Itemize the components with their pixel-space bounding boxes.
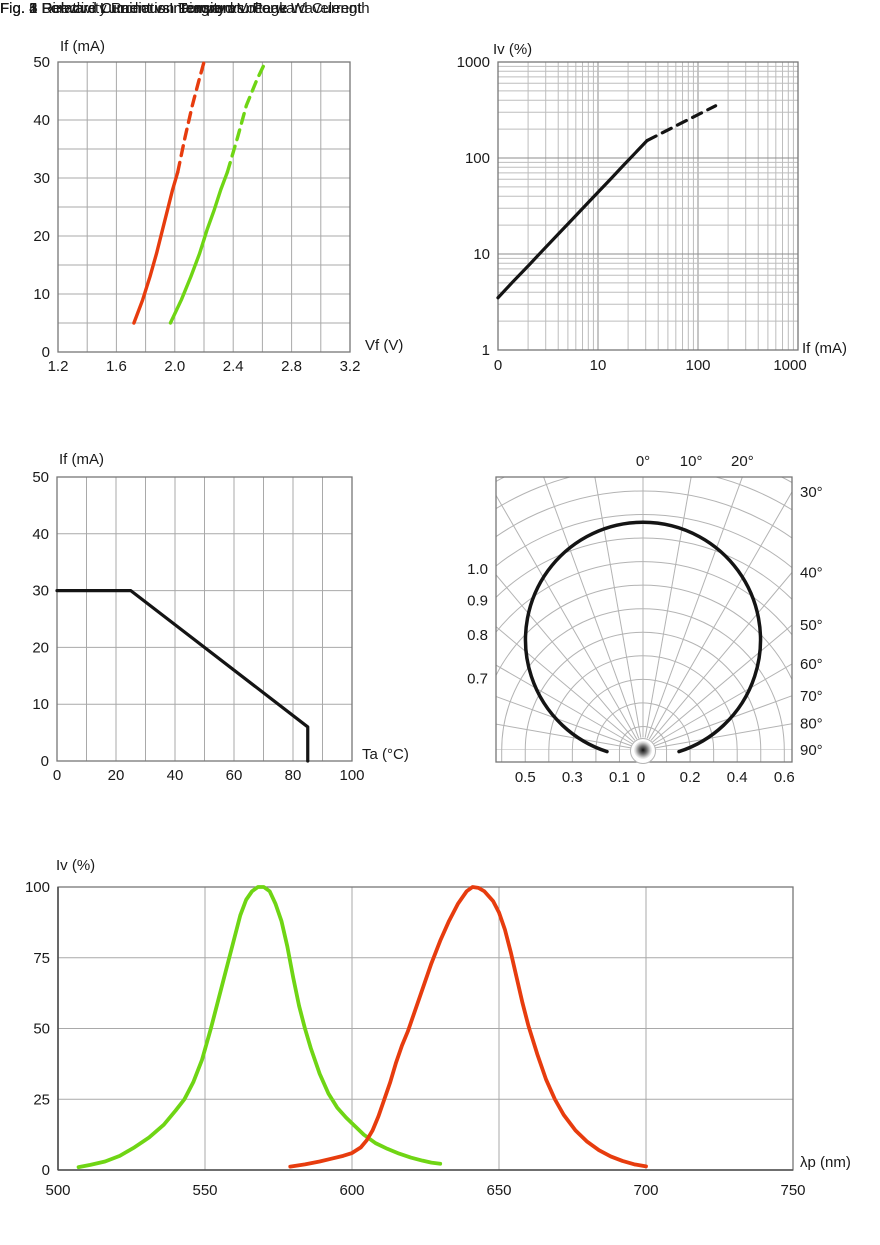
- svg-text:25: 25: [33, 1091, 50, 1108]
- svg-text:0.3: 0.3: [562, 769, 583, 786]
- svg-text:40: 40: [167, 767, 184, 784]
- svg-text:30: 30: [33, 170, 50, 187]
- svg-text:0.7: 0.7: [467, 670, 488, 687]
- green-led-spectrum: [76, 885, 443, 1170]
- iv-vs-if: [645, 104, 718, 143]
- svg-text:Ta (°C): Ta (°C): [362, 746, 409, 763]
- svg-text:0: 0: [41, 753, 49, 770]
- fig1-plot: 1.2 1.6 2.0 2.4 2.8 3.2 0 10 20 30 40 50 Vf (V) If (m…: [33, 38, 403, 375]
- svg-text:λp (nm): λp (nm): [800, 1154, 851, 1171]
- svg-text:75: 75: [33, 950, 50, 967]
- svg-text:600: 600: [339, 1182, 364, 1199]
- svg-text:700: 700: [633, 1182, 658, 1199]
- polar-grid: [496, 477, 792, 750]
- directivity-pattern: [523, 520, 763, 754]
- green-led-vf-if: [168, 170, 230, 325]
- red-led-vf-if: [176, 60, 206, 174]
- svg-text:0.4: 0.4: [727, 769, 748, 786]
- svg-text:80°: 80°: [800, 716, 823, 733]
- svg-text:90°: 90°: [800, 742, 823, 759]
- fig5-caption: Fig. 5 Relative Luminous Intensity vs. P…: [0, 0, 370, 17]
- svg-text:1.6: 1.6: [106, 358, 127, 375]
- svg-text:60: 60: [226, 767, 243, 784]
- svg-text:If (mA): If (mA): [60, 38, 105, 55]
- svg-text:650: 650: [486, 1182, 511, 1199]
- led-symbol: [634, 741, 652, 759]
- svg-text:20°: 20°: [731, 453, 754, 470]
- fig3-plot: 0 20 40 60 80 100 0 10 20 30 40 50 Ta (°C) If (mA): [32, 451, 409, 784]
- svg-text:10: 10: [473, 246, 490, 263]
- svg-text:0: 0: [494, 357, 502, 374]
- svg-text:1000: 1000: [457, 54, 490, 71]
- svg-text:0°: 0°: [636, 453, 650, 470]
- svg-text:0.8: 0.8: [467, 627, 488, 644]
- red-led-spectrum: [288, 885, 648, 1169]
- svg-text:0.6: 0.6: [774, 769, 795, 786]
- svg-text:50: 50: [33, 1021, 50, 1038]
- svg-text:60°: 60°: [800, 656, 823, 673]
- svg-text:30°: 30°: [800, 484, 823, 501]
- svg-text:50: 50: [33, 54, 50, 71]
- fig4-plot: 0° 10° 20° 30° 40° 50° 60° 70° 80° 90° 1.0 0.9 0.8 0.…: [467, 453, 823, 786]
- svg-text:If (mA): If (mA): [59, 451, 104, 468]
- svg-text:3.2: 3.2: [340, 358, 361, 375]
- svg-text:2.4: 2.4: [223, 358, 244, 375]
- svg-text:100: 100: [465, 150, 490, 167]
- svg-text:750: 750: [780, 1182, 805, 1199]
- svg-text:70°: 70°: [800, 688, 823, 705]
- svg-text:0: 0: [637, 769, 645, 786]
- svg-text:10°: 10°: [680, 453, 703, 470]
- svg-text:10: 10: [32, 696, 49, 713]
- svg-text:2.8: 2.8: [281, 358, 302, 375]
- svg-text:0.1: 0.1: [609, 769, 630, 786]
- fig5-plot: 500 550 600 650 700 750 0 25 50 75 100 λp (nm) Iv (%…: [25, 857, 851, 1199]
- svg-text:1.2: 1.2: [48, 358, 69, 375]
- svg-text:10: 10: [590, 357, 607, 374]
- svg-text:80: 80: [285, 767, 302, 784]
- svg-text:0.2: 0.2: [680, 769, 701, 786]
- svg-text:30: 30: [32, 583, 49, 600]
- svg-text:0: 0: [42, 1162, 50, 1179]
- svg-text:0.9: 0.9: [467, 592, 488, 609]
- svg-text:Vf (V): Vf (V): [365, 337, 403, 354]
- svg-text:20: 20: [32, 639, 49, 656]
- svg-text:40°: 40°: [800, 564, 823, 581]
- svg-text:40: 40: [32, 526, 49, 543]
- fig4-caption: Fig. 4 Directivity Radiation Diagram: [0, 0, 236, 17]
- svg-text:100: 100: [685, 357, 710, 374]
- fig1-caption: Fig. 1 Forward Current vs. Forward Volta…: [0, 0, 288, 17]
- iv-vs-if: [496, 138, 649, 300]
- svg-text:Iv (%): Iv (%): [493, 41, 532, 58]
- svg-text:50: 50: [32, 469, 49, 486]
- svg-text:500: 500: [45, 1182, 70, 1199]
- svg-text:100: 100: [339, 767, 364, 784]
- svg-text:550: 550: [192, 1182, 217, 1199]
- svg-text:0: 0: [53, 767, 61, 784]
- svg-text:20: 20: [108, 767, 125, 784]
- svg-text:2.0: 2.0: [164, 358, 185, 375]
- svg-text:50°: 50°: [800, 617, 823, 634]
- fig2-caption: Fig. 2 Relative Luminous Intensity vs. F…: [0, 0, 362, 17]
- derating-curve: [55, 589, 310, 763]
- svg-text:Iv (%): Iv (%): [56, 857, 95, 874]
- svg-text:0.5: 0.5: [515, 769, 536, 786]
- fig3-caption: Fig. 3 Forward Current vs. Temperature: [0, 0, 263, 17]
- svg-text:0: 0: [42, 344, 50, 361]
- svg-text:20: 20: [33, 228, 50, 245]
- svg-text:1: 1: [482, 342, 490, 359]
- svg-text:1000: 1000: [773, 357, 806, 374]
- svg-text:100: 100: [25, 879, 50, 896]
- green-led-vf-if: [225, 60, 268, 174]
- svg-text:40: 40: [33, 112, 50, 129]
- svg-text:10: 10: [33, 286, 50, 303]
- svg-text:1.0: 1.0: [467, 561, 488, 578]
- red-led-vf-if: [132, 170, 180, 325]
- svg-text:If (mA): If (mA): [802, 340, 847, 357]
